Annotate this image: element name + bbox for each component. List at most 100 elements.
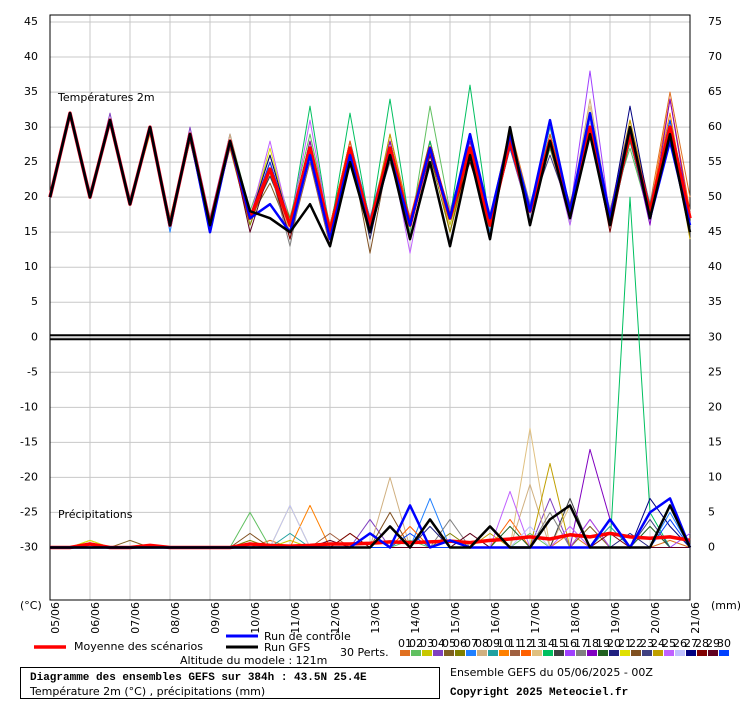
x-tick-label: 20/06 <box>649 602 662 634</box>
legend-member-swatch <box>686 650 696 656</box>
legend-member-swatch <box>653 650 663 656</box>
y-tick-label: 0 <box>31 330 38 343</box>
legend-member-swatch <box>598 650 608 656</box>
legend-member-label: 24 <box>651 637 665 650</box>
legend-member-swatch <box>466 650 476 656</box>
legend-member-label: 02 <box>409 637 423 650</box>
precip-label: Précipitations <box>58 508 133 521</box>
y2-tick-label: 45 <box>708 225 722 238</box>
legend-member-swatch <box>400 650 410 656</box>
legend-member-label: 19 <box>596 637 610 650</box>
plot-frame <box>49 14 691 601</box>
x-tick-label: 15/06 <box>449 602 462 634</box>
y2-tick-label: 50 <box>708 190 722 203</box>
legend-member-swatch <box>675 650 685 656</box>
x-tick-label: 16/06 <box>489 602 502 634</box>
legend-member-swatch <box>576 650 586 656</box>
y2-tick-label: 20 <box>708 400 722 413</box>
legend-member-swatch <box>664 650 674 656</box>
y-tick-label: 10 <box>24 260 38 273</box>
legend-member-swatch <box>510 650 520 656</box>
legend-member-label: 26 <box>673 637 687 650</box>
legend-member-label: 08 <box>475 637 489 650</box>
legend-member-label: 27 <box>684 637 698 650</box>
legend-member-label: 13 <box>530 637 544 650</box>
y2-tick-label: 60 <box>708 120 722 133</box>
legend-member-swatch <box>719 650 729 656</box>
legend-member-label: 30 <box>717 637 731 650</box>
legend-member-swatch <box>444 650 454 656</box>
legend-member-swatch <box>499 650 509 656</box>
y2-tick-label: 30 <box>708 330 722 343</box>
x-tick-label: 18/06 <box>569 602 582 634</box>
legend-member-swatch <box>587 650 597 656</box>
y2-tick-label: 10 <box>708 470 722 483</box>
legend-member-label: 09 <box>486 637 500 650</box>
y-tick-label: 45 <box>24 15 38 28</box>
y2-tick-label: 65 <box>708 85 722 98</box>
legend-member-label: 22 <box>629 637 643 650</box>
y-tick-label: 40 <box>24 50 38 63</box>
legend-member-label: 05 <box>442 637 456 650</box>
legend-member-label: 11 <box>508 637 522 650</box>
y-tick-label: 15 <box>24 225 38 238</box>
x-tick-label: 14/06 <box>409 602 422 634</box>
y2-unit: (mm) <box>711 599 740 612</box>
legend-member-swatch <box>433 650 443 656</box>
y-tick-label: 25 <box>24 155 38 168</box>
legend-member-label: 04 <box>431 637 445 650</box>
legend-member-label: 03 <box>420 637 434 650</box>
legend-member-label: 14 <box>541 637 555 650</box>
legend-member-label: 10 <box>497 637 511 650</box>
legend-member-label: 23 <box>640 637 654 650</box>
x-tick-label: 05/06 <box>49 602 62 634</box>
x-tick-label: 21/06 <box>689 602 702 634</box>
y-tick-label: -30 <box>20 540 38 553</box>
precip-line <box>50 504 692 549</box>
y2-tick-label: 25 <box>708 365 722 378</box>
legend-member-label: 16 <box>563 637 577 650</box>
altitude: Altitude du modele : 121m <box>180 654 327 667</box>
legend-label: Run GFS <box>264 641 310 654</box>
y2-tick-label: 70 <box>708 50 722 63</box>
y2-tick-label: 0 <box>708 540 715 553</box>
legend-member-swatch <box>609 650 619 656</box>
legend-label: Moyenne des scénarios <box>74 640 203 653</box>
legend-member-label: 21 <box>618 637 632 650</box>
members-label: 30 Perts. <box>340 646 389 659</box>
y-tick-label: 30 <box>24 120 38 133</box>
x-tick-label: 07/06 <box>129 602 142 634</box>
legend-member-swatch <box>708 650 718 656</box>
legend-member-swatch <box>631 650 641 656</box>
x-tick-label: 09/06 <box>209 602 222 634</box>
y-tick-label: 20 <box>24 190 38 203</box>
legend-member-label: 29 <box>706 637 720 650</box>
x-tick-label: 19/06 <box>609 602 622 634</box>
legend-member-label: 20 <box>607 637 621 650</box>
y-tick-label: -25 <box>20 505 38 518</box>
copyright: Copyright 2025 Meteociel.fr <box>450 687 628 699</box>
chart-subtitle: Température 2m (°C) , précipitations (mm… <box>29 685 265 698</box>
legend-member-swatch <box>565 650 575 656</box>
legend-member-label: 25 <box>662 637 676 650</box>
legend-member-swatch <box>521 650 531 656</box>
legend-member-label: 15 <box>552 637 566 650</box>
legend-member-label: 01 <box>398 637 412 650</box>
chart-title: Diagramme des ensembles GEFS sur 384h : … <box>30 672 367 684</box>
y2-tick-label: 40 <box>708 260 722 273</box>
temp-line <box>48 111 692 248</box>
y2-tick-label: 35 <box>708 295 722 308</box>
x-tick-label: 12/06 <box>329 602 342 634</box>
legend-member-label: 12 <box>519 637 533 650</box>
x-tick-label: 08/06 <box>169 602 182 634</box>
legend-member-swatch <box>455 650 465 656</box>
y-tick-label: 5 <box>31 295 38 308</box>
legend-member-swatch <box>411 650 421 656</box>
x-tick-label: 11/06 <box>289 602 302 634</box>
y2-tick-label: 55 <box>708 155 722 168</box>
x-tick-label: 10/06 <box>249 602 262 634</box>
y-tick-label: -15 <box>20 435 38 448</box>
legend-member-label: 07 <box>464 637 478 650</box>
